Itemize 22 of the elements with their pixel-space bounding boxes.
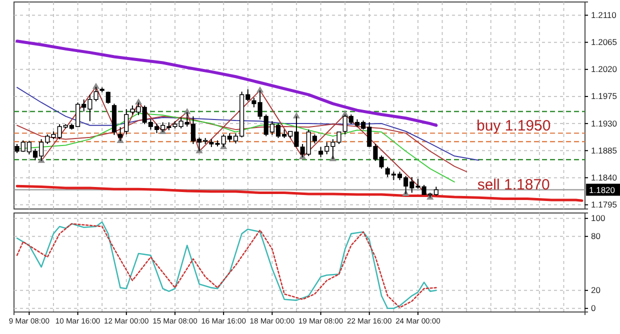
annotation: sell 1.1870 bbox=[477, 176, 550, 194]
candlestick bbox=[118, 126, 123, 142]
line-series bbox=[16, 86, 480, 161]
candlestick bbox=[124, 108, 129, 135]
y-tick-label: 100 bbox=[591, 213, 606, 224]
point bbox=[292, 112, 300, 118]
y-tick-label: 20 bbox=[591, 285, 601, 296]
y-tick-label: 1.2065 bbox=[591, 37, 618, 48]
candlestick bbox=[106, 91, 110, 104]
y-tick-label: 0 bbox=[591, 303, 596, 314]
y-tick-label: 1.1975 bbox=[591, 91, 618, 102]
line-series bbox=[16, 40, 438, 127]
y-tick-label: 80 bbox=[591, 231, 601, 242]
y-tick-label: 1.2020 bbox=[591, 64, 618, 74]
point bbox=[134, 98, 142, 105]
ref-line-label: 1.1820 bbox=[589, 185, 616, 196]
y-tick-label: 1.1840 bbox=[591, 172, 618, 182]
y-tick-label: 1.1930 bbox=[591, 118, 618, 128]
y-tick-label: 1.1885 bbox=[591, 145, 618, 156]
y-tick-label: 1.2110 bbox=[591, 10, 617, 20]
y-tick-label: 1.1795 bbox=[591, 200, 618, 210]
annotation: buy 1.1950 bbox=[476, 117, 551, 134]
